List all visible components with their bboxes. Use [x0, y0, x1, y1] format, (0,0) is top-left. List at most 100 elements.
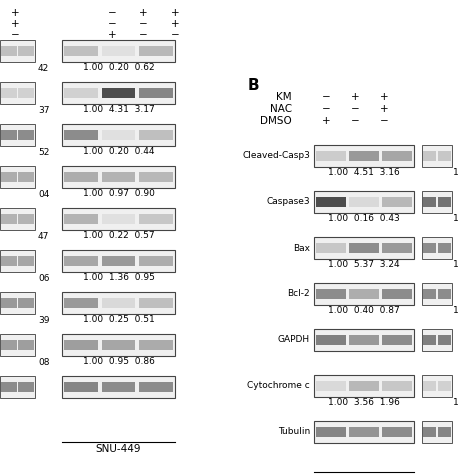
Text: 1.00  0.20  0.62: 1.00 0.20 0.62 — [82, 63, 155, 72]
Text: SNU-449: SNU-449 — [96, 444, 141, 454]
Bar — [383, 382, 412, 391]
Bar — [349, 243, 379, 253]
Bar — [101, 340, 136, 350]
Bar — [1, 130, 17, 140]
Text: −: − — [138, 19, 147, 29]
Text: Caspase3: Caspase3 — [266, 198, 310, 207]
Bar — [0, 334, 35, 356]
Text: 1: 1 — [453, 168, 459, 177]
Text: 39: 39 — [38, 316, 49, 325]
Bar — [383, 428, 412, 437]
Bar — [1, 298, 17, 308]
Bar — [423, 382, 436, 391]
Bar — [383, 243, 412, 253]
Text: 1.00  0.22  0.57: 1.00 0.22 0.57 — [82, 231, 155, 240]
Bar — [314, 145, 414, 167]
Text: Cleaved-Casp3: Cleaved-Casp3 — [242, 152, 310, 161]
Text: 1.00  0.97  0.90: 1.00 0.97 0.90 — [82, 189, 155, 198]
Text: Tubulin: Tubulin — [278, 428, 310, 437]
Text: 1: 1 — [453, 306, 459, 315]
Bar — [64, 173, 98, 182]
Text: +: + — [380, 92, 388, 102]
Text: 1.00  0.16  0.43: 1.00 0.16 0.43 — [328, 214, 400, 223]
Text: −: − — [10, 30, 19, 40]
Text: +: + — [11, 19, 19, 29]
Bar — [101, 130, 136, 140]
Bar — [316, 197, 346, 207]
Bar — [316, 243, 346, 253]
Text: 1.00  0.40  0.87: 1.00 0.40 0.87 — [328, 306, 400, 315]
Bar — [62, 166, 175, 188]
Text: +: + — [322, 116, 330, 126]
Bar — [139, 88, 173, 98]
Bar — [314, 191, 414, 213]
Bar — [62, 124, 175, 146]
Bar — [1, 88, 17, 98]
Bar — [101, 256, 136, 265]
Bar — [422, 283, 452, 305]
Bar — [316, 290, 346, 299]
Bar — [438, 428, 451, 437]
Text: B: B — [248, 78, 260, 93]
Text: Bax: Bax — [293, 244, 310, 253]
Bar — [316, 428, 346, 437]
Bar — [18, 298, 34, 308]
Text: 1: 1 — [453, 398, 459, 407]
Bar — [0, 250, 35, 272]
Text: GAPDH: GAPDH — [278, 336, 310, 345]
Text: Bcl-2: Bcl-2 — [287, 290, 310, 299]
Text: 1.00  4.31  3.17: 1.00 4.31 3.17 — [82, 105, 155, 114]
Bar — [101, 173, 136, 182]
Bar — [422, 145, 452, 167]
Text: +: + — [351, 92, 359, 102]
Bar — [18, 46, 34, 55]
Bar — [422, 329, 452, 351]
Text: Cytochrome c: Cytochrome c — [247, 382, 310, 391]
Bar — [139, 256, 173, 265]
Bar — [139, 383, 173, 392]
Bar — [314, 237, 414, 259]
Bar — [383, 336, 412, 345]
Bar — [18, 256, 34, 265]
Text: 1.00  5.37  3.24: 1.00 5.37 3.24 — [328, 260, 400, 269]
Text: −: − — [138, 30, 147, 40]
Text: +: + — [11, 8, 19, 18]
Bar — [423, 428, 436, 437]
Bar — [64, 46, 98, 55]
Bar — [139, 214, 173, 224]
Bar — [316, 382, 346, 391]
Text: +: + — [380, 104, 388, 114]
Text: 1.00  4.51  3.16: 1.00 4.51 3.16 — [328, 168, 400, 177]
Bar — [438, 243, 451, 253]
Bar — [349, 290, 379, 299]
Bar — [314, 283, 414, 305]
Bar — [0, 166, 35, 188]
Text: −: − — [351, 116, 359, 126]
Bar — [422, 191, 452, 213]
Bar — [1, 173, 17, 182]
Bar — [62, 40, 175, 62]
Bar — [64, 214, 98, 224]
Bar — [139, 173, 173, 182]
Bar — [64, 383, 98, 392]
Text: −: − — [171, 30, 179, 40]
Text: −: − — [322, 104, 330, 114]
Bar — [62, 250, 175, 272]
Bar — [438, 382, 451, 391]
Bar — [316, 151, 346, 161]
Bar — [438, 151, 451, 161]
Text: +: + — [108, 30, 116, 40]
Bar — [1, 46, 17, 55]
Text: +: + — [171, 8, 179, 18]
Text: −: − — [322, 92, 330, 102]
Bar — [62, 208, 175, 230]
Text: +: + — [171, 19, 179, 29]
Bar — [18, 88, 34, 98]
Bar — [349, 382, 379, 391]
Bar — [139, 340, 173, 350]
Text: 1.00  1.36  0.95: 1.00 1.36 0.95 — [82, 273, 155, 282]
Bar — [314, 375, 414, 397]
Bar — [438, 197, 451, 207]
Bar — [1, 383, 17, 392]
Bar — [0, 82, 35, 104]
